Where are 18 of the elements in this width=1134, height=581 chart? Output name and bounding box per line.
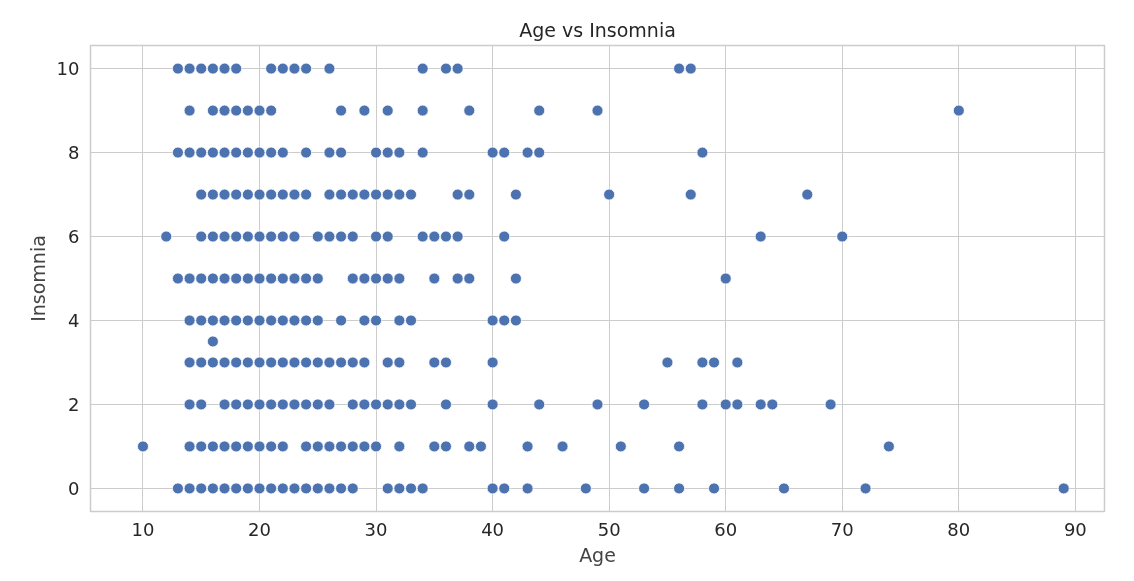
x-tick-label: 80 (947, 518, 971, 540)
x-tick-label: 20 (248, 518, 271, 540)
x-tick-label: 50 (597, 518, 621, 540)
x-tick-label: 70 (830, 518, 854, 540)
y-tick-label: 6 (68, 226, 80, 248)
y-tick-label: 10 (56, 58, 80, 80)
x-tick-label: 10 (131, 518, 155, 540)
x-tick-label: 30 (364, 518, 388, 540)
y-tick-label: 0 (68, 477, 80, 499)
y-tick-label: 4 (68, 309, 80, 331)
x-tick-label: 90 (1063, 518, 1087, 540)
y-tick-label: 8 (68, 142, 80, 164)
x-tick-label: 60 (714, 518, 738, 540)
x-axis-title: Age (579, 543, 616, 566)
x-tick-label: 40 (481, 518, 505, 540)
y-tick-label: 2 (68, 393, 80, 415)
y-axis-title: Insomnia (26, 235, 49, 322)
chart-title: Age vs Insomnia (519, 18, 676, 41)
